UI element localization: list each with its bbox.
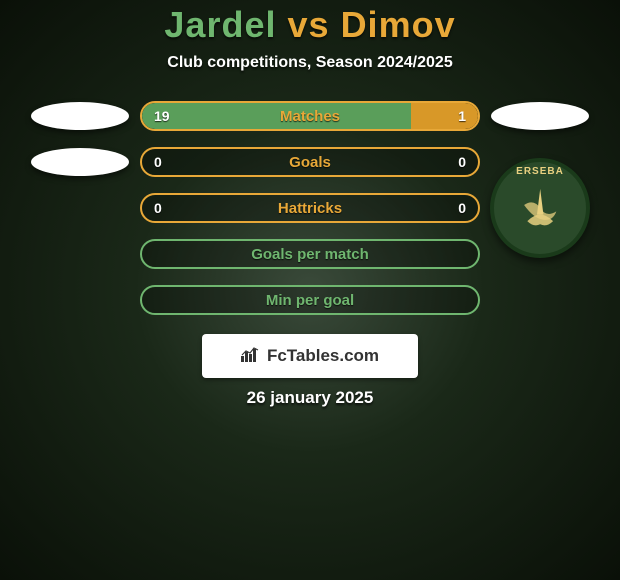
stat-row: 191Matches (0, 100, 620, 132)
stat-label: Min per goal (142, 292, 478, 309)
footer-date: 26 january 2025 (0, 388, 620, 408)
left-slot (30, 192, 130, 224)
stat-bar: 00Hattricks (140, 193, 480, 223)
title-player2: Dimov (341, 4, 456, 45)
stat-bar: Min per goal (140, 285, 480, 315)
right-slot: ERSEBA (490, 192, 590, 224)
footer-logo-inner: FcTables.com (241, 346, 379, 367)
stat-label: Matches (142, 108, 478, 125)
stat-label: Hattricks (142, 200, 478, 217)
page-title: Jardel vs Dimov (0, 4, 620, 46)
subtitle: Club competitions, Season 2024/2025 (0, 54, 620, 72)
footer-logo-card: FcTables.com (202, 334, 418, 378)
player-photo-placeholder (31, 148, 129, 176)
left-slot (30, 284, 130, 316)
title-player1: Jardel (164, 4, 276, 45)
right-slot (490, 284, 590, 316)
stat-label: Goals (142, 154, 478, 171)
chart-icon (241, 346, 261, 367)
stat-label: Goals per match (142, 246, 478, 263)
player-photo-placeholder (491, 102, 589, 130)
stat-row: Min per goal (0, 284, 620, 316)
footer-logo-text: FcTables.com (267, 346, 379, 366)
stat-row: Goals per match (0, 238, 620, 270)
club-badge-text: ERSEBA (494, 166, 586, 177)
stat-bar: Goals per match (140, 239, 480, 269)
title-vs: vs (288, 4, 330, 45)
club-crest-icon (508, 176, 572, 240)
stat-bar: 191Matches (140, 101, 480, 131)
left-slot (30, 146, 130, 178)
content-wrap: Jardel vs Dimov Club competitions, Seaso… (0, 0, 620, 408)
right-slot (490, 238, 590, 270)
left-slot (30, 100, 130, 132)
left-slot (30, 238, 130, 270)
stat-row: 00Hattricks ERSEBA (0, 192, 620, 224)
player-photo-placeholder (31, 102, 129, 130)
right-slot (490, 100, 590, 132)
stat-rows-container: 191Matches 00Goals 00Hattricks ERSEBA Goals … (0, 100, 620, 316)
stat-bar: 00Goals (140, 147, 480, 177)
